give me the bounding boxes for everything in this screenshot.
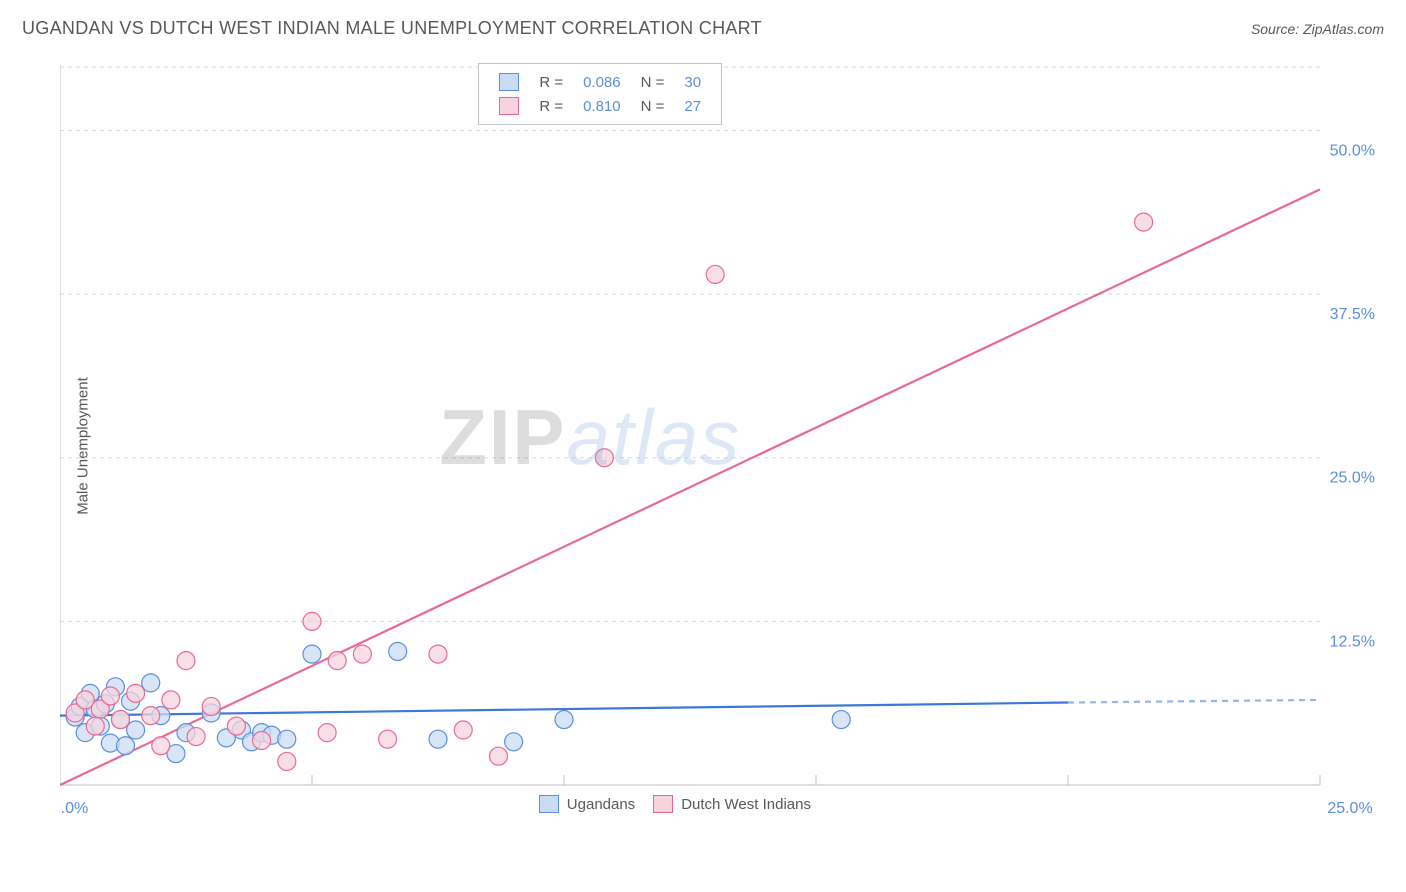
legend-series: Ugandans Dutch West Indians: [539, 795, 811, 813]
data-point: [111, 711, 129, 729]
data-point: [555, 711, 573, 729]
legend-swatch: [539, 795, 559, 813]
legend-series-label: Dutch West Indians: [681, 796, 811, 813]
data-point: [127, 721, 145, 739]
y-tick-label: 37.5%: [1330, 306, 1375, 323]
data-point: [142, 674, 160, 692]
data-point: [278, 752, 296, 770]
data-point: [177, 652, 195, 670]
data-point: [127, 684, 145, 702]
data-point: [595, 449, 613, 467]
data-point: [1135, 213, 1153, 231]
data-point: [227, 717, 245, 735]
data-point: [318, 724, 336, 742]
x-origin-label: 0.0%: [60, 800, 88, 817]
y-tick-label: 12.5%: [1330, 633, 1375, 650]
data-point: [253, 731, 271, 749]
data-point: [187, 728, 205, 746]
plot-area: 12.5%25.0%37.5%50.0%25.0%0.0% ZIPatlas R…: [60, 55, 1380, 825]
source-attribution: Source: ZipAtlas.com: [1251, 21, 1384, 37]
data-point: [303, 612, 321, 630]
data-point: [152, 737, 170, 755]
data-point: [101, 687, 119, 705]
chart-svg: 12.5% 25.0% 37.5% 50.0% 25.0% 0.0%: [60, 55, 1380, 825]
y-tick-label: 25.0%: [1330, 470, 1375, 487]
data-point: [117, 737, 135, 755]
data-point: [429, 730, 447, 748]
legend-series-label: Ugandans: [567, 796, 635, 813]
data-point: [832, 711, 850, 729]
data-point: [489, 747, 507, 765]
trend-line-extrapolated: [1068, 700, 1320, 703]
legend-series-item: Dutch West Indians: [653, 795, 811, 813]
data-point: [202, 697, 220, 715]
legend-swatch: [653, 795, 673, 813]
data-point: [328, 652, 346, 670]
x-tick-label: 25.0%: [1327, 800, 1372, 817]
data-point: [706, 265, 724, 283]
trend-line: [60, 189, 1320, 785]
legend-series-item: Ugandans: [539, 795, 635, 813]
data-point: [278, 730, 296, 748]
data-point: [86, 717, 104, 735]
data-point: [454, 721, 472, 739]
y-tick-label: 50.0%: [1330, 142, 1375, 159]
data-point: [162, 691, 180, 709]
data-point: [353, 645, 371, 663]
data-point: [379, 730, 397, 748]
data-point: [142, 707, 160, 725]
data-point: [389, 642, 407, 660]
data-point: [429, 645, 447, 663]
data-point: [303, 645, 321, 663]
data-point: [505, 733, 523, 751]
chart-title: UGANDAN VS DUTCH WEST INDIAN MALE UNEMPL…: [22, 18, 762, 39]
